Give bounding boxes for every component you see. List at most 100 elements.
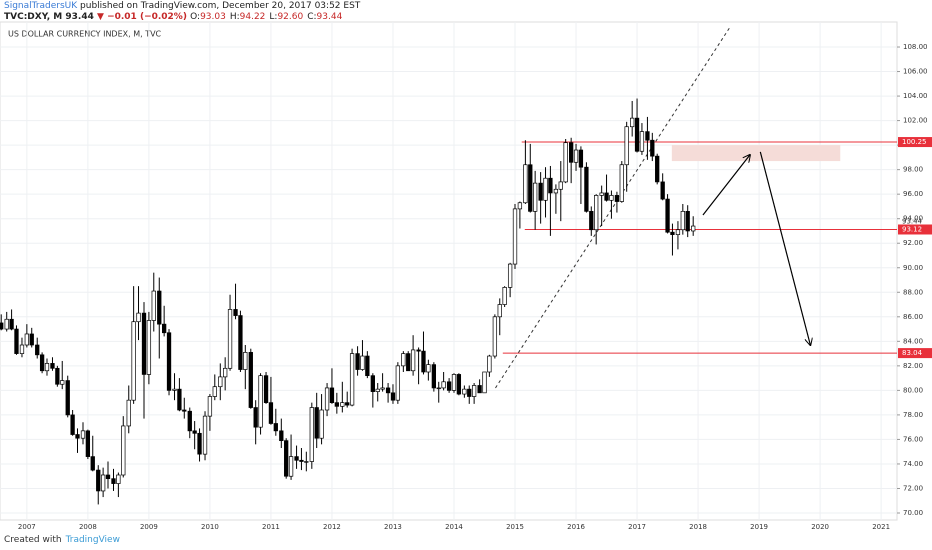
candle-body <box>268 402 274 424</box>
candle-body <box>410 349 416 372</box>
candle-body <box>345 402 350 406</box>
candle-body <box>599 192 604 196</box>
candle-body <box>426 364 431 373</box>
candle-body <box>630 117 635 128</box>
level-box <box>898 224 932 235</box>
x-tick-label: 2008 <box>79 523 97 531</box>
candle-body <box>141 312 147 375</box>
candle-body <box>131 321 136 401</box>
candle-body <box>467 388 472 397</box>
x-tick-label: 2019 <box>750 523 768 531</box>
candle-body <box>90 456 95 471</box>
candle-body <box>207 396 213 417</box>
candle-body <box>4 318 9 330</box>
candle-body <box>594 195 599 231</box>
x-tick-label: 2012 <box>323 523 341 531</box>
candle-body <box>294 456 299 461</box>
candle-body <box>319 409 324 439</box>
candle-body <box>573 149 579 163</box>
y-tick-label: 74.00 <box>903 460 923 468</box>
candle-body <box>558 181 563 190</box>
candle-body <box>462 388 467 395</box>
y-tick-label: 94.00 <box>903 215 923 223</box>
candle-body <box>482 371 487 394</box>
candle-body <box>65 380 70 416</box>
candle-body <box>680 210 685 231</box>
candle-body <box>431 364 437 389</box>
publish-line: SignalTradersUK published on TradingView… <box>4 1 360 12</box>
x-tick-label: 2017 <box>628 523 646 531</box>
level-label: 100.25 <box>902 138 927 146</box>
x-tick-label: 2016 <box>567 523 585 531</box>
candle-body <box>35 344 40 356</box>
candle-body <box>197 432 202 455</box>
candle-body <box>543 177 548 201</box>
x-tick-label: 2013 <box>384 523 402 531</box>
candle-body <box>584 166 589 212</box>
candle-body <box>111 478 116 484</box>
x-tick-label: 2021 <box>872 523 890 531</box>
candle-body <box>578 149 584 168</box>
candle-body <box>60 380 65 385</box>
y-tick-label: 72.00 <box>903 484 923 492</box>
candle-body <box>497 304 502 318</box>
level-box <box>898 137 932 148</box>
candle-body <box>645 131 650 141</box>
ohlc-value: 92.60 <box>277 12 304 22</box>
candle-body <box>151 290 156 321</box>
candle-body <box>538 182 543 201</box>
candle-body <box>334 402 339 407</box>
candle-body <box>136 312 141 323</box>
candle-body <box>172 388 177 391</box>
candle-body <box>263 375 269 403</box>
y-tick-label: 76.00 <box>903 435 923 443</box>
footer: Created with TradingView <box>4 535 120 545</box>
candle-body <box>218 376 223 388</box>
candle-body <box>146 320 152 375</box>
candle-body <box>492 316 498 357</box>
candle-body <box>253 407 258 428</box>
level-label: 93.12 <box>902 225 922 233</box>
ohlc-key: L: <box>269 12 278 22</box>
candle-body <box>670 231 675 235</box>
zone <box>671 145 841 162</box>
candle-body <box>634 117 640 152</box>
candle-body <box>96 469 101 492</box>
candle-body <box>44 363 50 372</box>
brand[interactable]: TradingView <box>65 535 120 545</box>
candle-body <box>456 374 462 395</box>
y-tick-label: 92.00 <box>903 239 923 247</box>
candle-body <box>370 375 375 392</box>
candle-body <box>604 192 609 201</box>
candle-body <box>80 430 86 439</box>
y-tick-label: 96.00 <box>903 190 923 198</box>
candle-body <box>665 198 670 233</box>
candle-body <box>446 381 452 391</box>
candle-body <box>9 318 14 330</box>
candle-body <box>314 407 319 439</box>
created: Created with <box>4 535 62 545</box>
chart: US DOLLAR CURRENCY INDEX, M, TVC 70.00 72… <box>0 21 932 531</box>
candle-body <box>105 474 111 480</box>
y-tick-label: 104.00 <box>903 92 928 100</box>
candle-body <box>227 309 233 369</box>
x-tick-label: 2020 <box>811 523 829 531</box>
candle-body <box>14 328 19 354</box>
candle-body <box>548 177 553 194</box>
author[interactable]: SignalTradersUK <box>4 1 78 11</box>
candle-body <box>70 414 75 435</box>
candle-body <box>532 182 538 212</box>
candle-body <box>55 367 60 385</box>
x-tick-label: 2010 <box>201 523 219 531</box>
candle-body <box>212 386 217 397</box>
candle-body <box>451 374 457 391</box>
candle-body <box>589 210 594 231</box>
candle-body <box>39 354 45 372</box>
candle-body <box>406 353 411 372</box>
candle-body <box>639 131 645 152</box>
symbol-line: TVC:DXY, M 93.44 ▼ −0.01 (−0.02%) O:93.0… <box>4 12 360 23</box>
candle-body <box>161 323 167 334</box>
header: SignalTradersUK published on TradingView… <box>4 1 360 23</box>
candle-body <box>233 309 238 316</box>
